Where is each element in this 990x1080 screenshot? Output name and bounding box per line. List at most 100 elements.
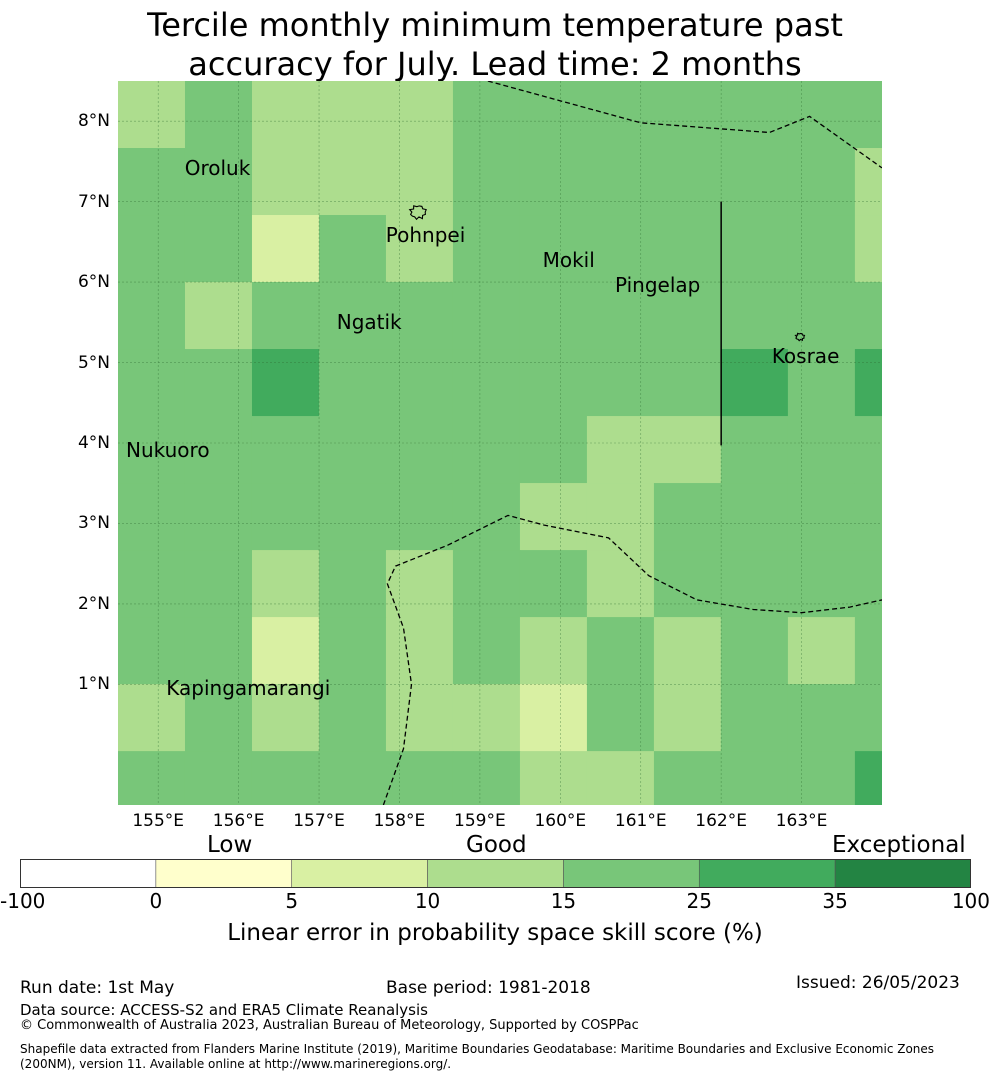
skill-cell xyxy=(586,148,655,216)
skill-cell xyxy=(318,684,387,752)
skill-cell xyxy=(118,349,186,417)
longitude-tick-label: 155°E xyxy=(132,811,185,831)
skill-cell xyxy=(184,282,253,350)
skill-cell xyxy=(318,751,387,805)
skill-cell xyxy=(452,751,521,805)
skill-cell xyxy=(251,148,320,216)
skill-cell xyxy=(586,684,655,752)
skill-cell xyxy=(318,483,387,551)
skill-cell xyxy=(385,148,454,216)
colorbar-tick-label: 25 xyxy=(686,889,712,913)
colorbar xyxy=(20,859,971,888)
eez-boundaries xyxy=(382,81,882,805)
skill-cell xyxy=(519,148,588,216)
skill-cell xyxy=(653,617,722,685)
skill-cell xyxy=(586,349,655,417)
skill-cell xyxy=(184,81,253,149)
skill-cell xyxy=(452,282,521,350)
colorbar-tick-label: 100 xyxy=(951,889,990,913)
place-label: Kosrae xyxy=(771,344,840,369)
colorbar-tick-label: 35 xyxy=(822,889,848,913)
skill-cell xyxy=(787,684,856,752)
island-outline xyxy=(408,205,427,221)
longitude-tick-label: 162°E xyxy=(695,811,747,831)
skill-cell xyxy=(385,483,454,551)
skill-cell xyxy=(452,215,521,283)
skill-cell xyxy=(251,416,320,484)
skill-cell xyxy=(854,282,882,350)
skill-cell xyxy=(720,81,789,149)
skill-cell xyxy=(251,215,320,283)
base-period: Base period: 1981-2018 xyxy=(386,978,591,998)
skill-cell xyxy=(385,617,454,685)
skill-cell xyxy=(519,550,588,618)
longitude-tick-label: 156°E xyxy=(212,811,265,831)
skill-cell xyxy=(184,550,253,618)
colorbar-title: Linear error in probability space skill … xyxy=(227,920,763,946)
skill-cell xyxy=(118,416,186,484)
skill-cell xyxy=(787,550,856,618)
skill-cell xyxy=(452,349,521,417)
skill-cell xyxy=(720,148,789,216)
skill-cell xyxy=(787,81,856,149)
skill-cell xyxy=(452,617,521,685)
skill-cell xyxy=(586,550,655,618)
skill-cell xyxy=(653,148,722,216)
colorbar-bin xyxy=(563,859,700,888)
skill-cell xyxy=(251,684,320,752)
skill-cell xyxy=(653,349,722,417)
skill-cell xyxy=(787,148,856,216)
skill-cell xyxy=(720,751,789,805)
skill-cell xyxy=(519,483,588,551)
colorbar-bin xyxy=(834,859,971,888)
skill-cell xyxy=(385,550,454,618)
skill-cell xyxy=(653,215,722,283)
skill-cell xyxy=(519,282,588,350)
latitude-tick-label: 2°N xyxy=(77,593,110,614)
skill-cell xyxy=(586,282,655,350)
skill-cell xyxy=(787,349,856,417)
latitude-tick-label: 5°N xyxy=(77,352,110,373)
skill-cell xyxy=(251,483,320,551)
skill-cell xyxy=(452,416,521,484)
longitude-tick-label: 161°E xyxy=(614,811,667,831)
skill-cell xyxy=(586,215,655,283)
skill-cell xyxy=(184,751,253,805)
colorbar-bin xyxy=(155,859,293,888)
longitude-tick-label: 163°E xyxy=(775,811,828,831)
skill-cell xyxy=(854,617,882,685)
place-label: Ngatik xyxy=(336,309,402,334)
eez-boundary-line xyxy=(382,514,882,805)
skill-cell xyxy=(318,148,387,216)
longitude-tick-label: 159°E xyxy=(454,811,506,831)
skill-cell xyxy=(720,416,789,484)
skill-cell xyxy=(720,282,789,350)
longitude-tick-label: 160°E xyxy=(534,811,587,831)
latitude-tick-label: 4°N xyxy=(77,433,110,453)
skill-cell xyxy=(318,215,387,283)
skill-cell xyxy=(184,215,253,283)
skill-cell xyxy=(184,617,253,685)
skill-cell xyxy=(118,550,186,618)
skill-cell xyxy=(519,684,588,752)
skill-cell xyxy=(720,550,789,618)
latitude-tick-label: 6°N xyxy=(77,272,110,293)
colorbar-category-low: Low xyxy=(207,832,253,858)
skill-cell xyxy=(318,416,387,484)
place-label: Kapingamarangi xyxy=(166,676,331,701)
skill-cell xyxy=(118,483,186,551)
skill-cell xyxy=(720,349,789,417)
skill-cell xyxy=(854,215,882,283)
colorbar-category-good: Good xyxy=(466,832,527,858)
skill-cell xyxy=(586,751,655,805)
skill-cell xyxy=(519,751,588,805)
skill-score-map xyxy=(118,81,882,805)
colorbar-tick-label: 10 xyxy=(414,889,441,913)
skill-cell xyxy=(720,617,789,685)
eez-boundary-line xyxy=(487,81,882,169)
skill-cell xyxy=(251,617,320,685)
place-label: Pohnpei xyxy=(385,222,466,247)
copyright: © Commonwealth of Australia 2023, Austra… xyxy=(20,1018,639,1033)
skill-cell xyxy=(854,416,882,484)
skill-cell xyxy=(118,751,186,805)
